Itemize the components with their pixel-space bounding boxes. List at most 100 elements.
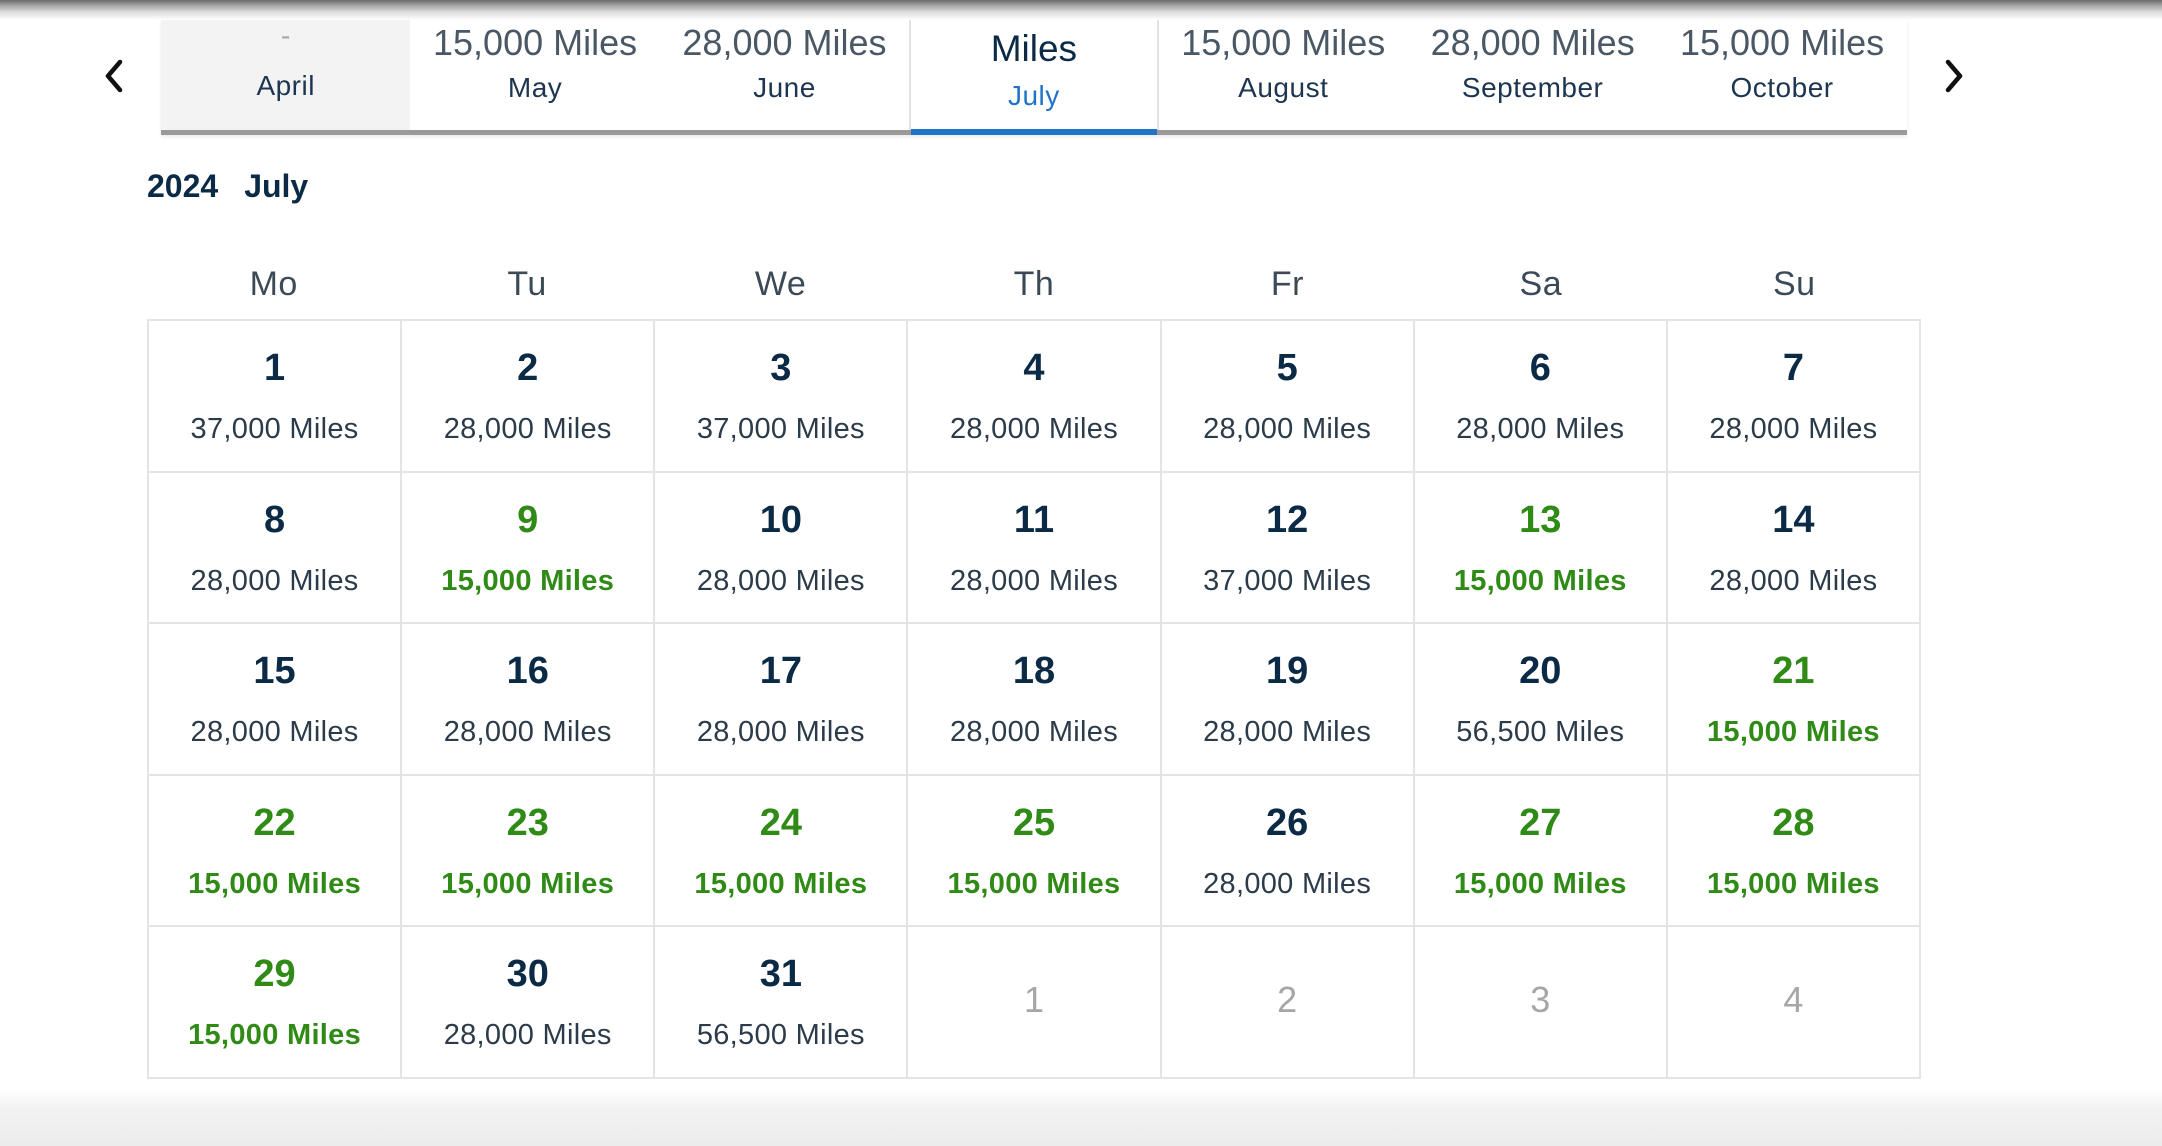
calendar-day-cell[interactable]: 7 28,000 Miles — [1667, 321, 1921, 473]
month-tab-june[interactable]: 28,000 Miles June — [660, 20, 909, 130]
calendar-day-cell[interactable]: 17 28,000 Miles — [655, 624, 909, 776]
calendar-day-cell[interactable]: 23 15,000 Miles — [402, 775, 656, 928]
calendar-day-cell[interactable]: 26 28,000 Miles — [1161, 775, 1415, 928]
weekday-label: Mo — [249, 265, 298, 303]
day-price: 56,500 Miles — [1456, 716, 1625, 749]
calendar-day-cell[interactable]: 30 28,000 Miles — [402, 927, 656, 1079]
day-price: 28,000 Miles — [949, 716, 1118, 749]
day-price: 28,000 Miles — [190, 716, 359, 749]
calendar-year: 2024 — [147, 168, 219, 204]
day-number: 12 — [1265, 498, 1309, 541]
next-months-button[interactable] — [1930, 50, 1978, 102]
calendar-day-cell[interactable]: 27 15,000 Miles — [1414, 775, 1668, 928]
day-number: 16 — [506, 650, 549, 693]
weekday-header: Mo Tu We Th Fr Sa Su — [147, 265, 1921, 304]
day-number: 2 — [1277, 979, 1298, 1021]
calendar-day-cell[interactable]: 15 28,000 Miles — [149, 624, 403, 776]
calendar-day-cell[interactable]: 24 15,000 Miles — [655, 775, 909, 928]
calendar-day-cell[interactable]: 13 15,000 Miles — [1414, 472, 1668, 625]
day-price: 28,000 Miles — [1456, 413, 1625, 445]
chevron-left-icon — [105, 59, 123, 93]
bottom-shadow — [0, 1090, 2162, 1146]
calendar-day-cell[interactable]: 20 56,500 Miles — [1414, 624, 1668, 776]
calendar-day-cell[interactable]: 28 15,000 Miles — [1667, 775, 1921, 928]
day-number: 17 — [759, 650, 802, 693]
month-tab-price: 28,000 Miles — [1430, 22, 1635, 63]
day-price: 15,000 Miles — [947, 867, 1121, 900]
chevron-right-icon — [1945, 59, 1963, 93]
month-tab-price: 15,000 Miles — [1181, 22, 1386, 63]
weekday-label: Fr — [1270, 265, 1304, 303]
calendar-month: July — [244, 168, 309, 204]
calendar-day-cell[interactable]: 18 28,000 Miles — [908, 624, 1162, 776]
calendar-day-cell[interactable]: 14 28,000 Miles — [1667, 472, 1921, 625]
calendar-day-cell[interactable]: 4 28,000 Miles — [908, 321, 1162, 473]
calendar-day-cell-next-month: 4 — [1667, 927, 1921, 1079]
calendar-day-cell[interactable]: 2 28,000 Miles — [402, 321, 656, 473]
month-tab-august[interactable]: 15,000 Miles August — [1159, 20, 1408, 130]
month-tab-name: October — [1730, 72, 1834, 103]
calendar-day-cell[interactable]: 8 28,000 Miles — [149, 472, 403, 625]
calendar-day-cell[interactable]: 1 37,000 Miles — [149, 321, 403, 473]
day-number: 1 — [1023, 979, 1044, 1021]
day-number: 4 — [1783, 979, 1804, 1021]
month-tab-name: September — [1461, 72, 1604, 103]
calendar-day-cell[interactable]: 25 15,000 Miles — [908, 775, 1162, 928]
day-price: 28,000 Miles — [949, 413, 1118, 445]
day-price: 37,000 Miles — [190, 413, 359, 445]
day-price: 28,000 Miles — [696, 564, 865, 597]
month-tab-july[interactable]: Miles July — [909, 20, 1159, 135]
day-price: 56,500 Miles — [696, 1019, 865, 1052]
calendar-day-cell[interactable]: 9 15,000 Miles — [402, 472, 656, 625]
day-price: 28,000 Miles — [1709, 413, 1878, 445]
calendar-day-cell[interactable]: 29 15,000 Miles — [149, 927, 403, 1079]
calendar-day-cell[interactable]: 16 28,000 Miles — [402, 624, 656, 776]
month-tab-april: - April — [161, 20, 411, 130]
day-number: 25 — [1012, 801, 1056, 844]
calendar-day-cell[interactable]: 12 37,000 Miles — [1161, 472, 1415, 625]
day-number: 1 — [264, 347, 286, 389]
calendar-day-cell[interactable]: 21 15,000 Miles — [1667, 624, 1921, 776]
calendar-day-cell[interactable]: 11 28,000 Miles — [908, 472, 1162, 625]
day-price: 37,000 Miles — [1203, 564, 1372, 597]
day-number: 9 — [517, 498, 539, 541]
calendar-day-cell[interactable]: 3 37,000 Miles — [655, 321, 909, 473]
day-price: 28,000 Miles — [443, 1019, 612, 1052]
calendar-day-cell[interactable]: 22 15,000 Miles — [149, 775, 403, 928]
day-price: 28,000 Miles — [696, 716, 865, 749]
day-price: 28,000 Miles — [1203, 413, 1372, 445]
month-tab-october[interactable]: 15,000 Miles October — [1657, 20, 1906, 130]
calendar-day-cell[interactable]: 31 56,500 Miles — [655, 927, 909, 1079]
weekday-label: Sa — [1519, 265, 1563, 303]
day-price: 28,000 Miles — [1709, 564, 1878, 597]
weekday-label: We — [754, 265, 807, 303]
day-number: 10 — [759, 498, 802, 541]
month-tab-name: June — [753, 72, 816, 103]
weekday-label: Tu — [507, 265, 547, 303]
day-number: 5 — [1276, 347, 1298, 389]
previous-months-button[interactable] — [90, 50, 138, 102]
calendar-day-cell[interactable]: 10 28,000 Miles — [655, 472, 909, 625]
day-number: 26 — [1265, 801, 1309, 844]
calendar-day-cell[interactable]: 5 28,000 Miles — [1161, 321, 1415, 473]
day-price: 28,000 Miles — [1203, 867, 1372, 900]
month-tab-price: 28,000 Miles — [682, 22, 887, 63]
calendar-day-cell[interactable]: 19 28,000 Miles — [1161, 624, 1415, 776]
day-number: 27 — [1519, 801, 1562, 844]
month-selector: - April 15,000 Miles May 28,000 Miles Ju… — [161, 20, 1907, 135]
day-price: 15,000 Miles — [188, 1019, 362, 1052]
day-number: 20 — [1519, 650, 1562, 693]
month-tab-name: May — [507, 72, 563, 103]
month-tab-name: August — [1238, 72, 1329, 103]
month-tab-may[interactable]: 15,000 Miles May — [410, 20, 659, 130]
month-tab-price: 15,000 Miles — [433, 22, 638, 63]
month-tab-price: 15,000 Miles — [1679, 22, 1885, 63]
day-number: 23 — [506, 801, 549, 844]
day-price: 28,000 Miles — [443, 413, 612, 445]
day-number: 14 — [1772, 498, 1815, 541]
calendar-day-cell[interactable]: 6 28,000 Miles — [1414, 321, 1668, 473]
month-tab-september[interactable]: 28,000 Miles September — [1408, 20, 1657, 130]
weekday-label: Th — [1013, 265, 1055, 303]
day-number: 6 — [1529, 347, 1551, 389]
day-price: 28,000 Miles — [443, 716, 612, 749]
